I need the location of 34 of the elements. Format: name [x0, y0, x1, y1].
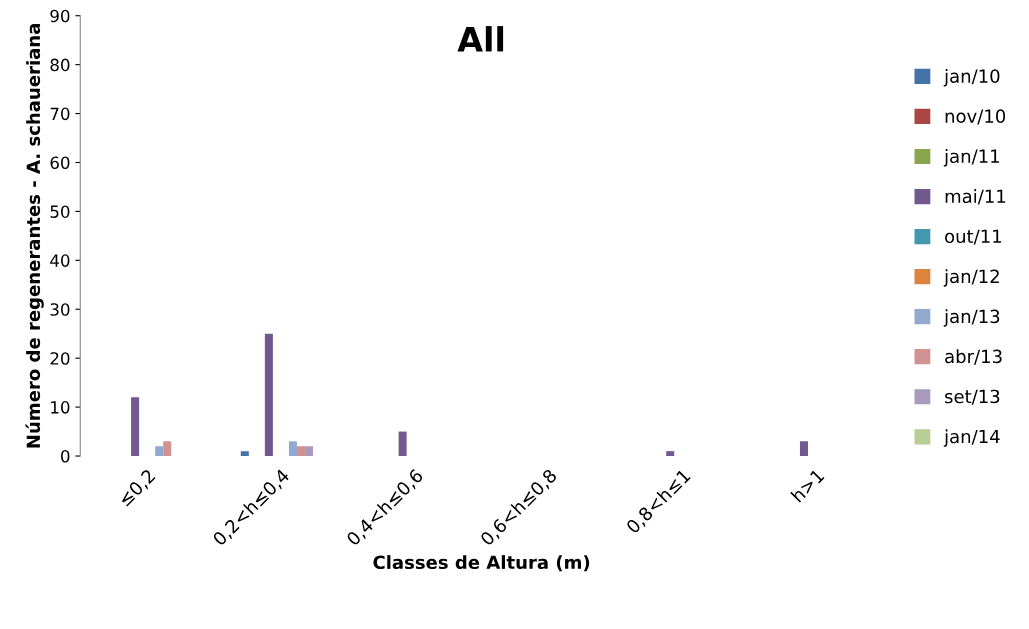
bar [305, 446, 314, 457]
y-tick-label: 70 [50, 107, 70, 121]
y-tick-label: 10 [51, 401, 70, 414]
bar [666, 451, 675, 457]
y-tick-label: 80 [50, 58, 70, 72]
legend-label: set/13 [945, 389, 1000, 405]
bar [288, 441, 297, 457]
y-axis-title: Número de regenerantes - A. schaueriana [25, 24, 44, 448]
bar [163, 441, 172, 457]
y-tick-label: 40 [50, 254, 70, 267]
y-tick-label: 20 [50, 352, 70, 365]
y-tick-label: 60 [50, 156, 70, 170]
legend-label: nov/10 [945, 109, 1006, 125]
legend-label: jan/10 [943, 68, 1000, 87]
bar [131, 397, 140, 457]
legend-label: jan/11 [943, 149, 999, 167]
bar [155, 446, 164, 457]
legend-label: jan/14 [943, 429, 1000, 447]
bar [264, 333, 273, 457]
y-tick-label: 30 [50, 303, 70, 316]
legend-label: jan/12 [943, 269, 999, 287]
chart-title: All [457, 26, 504, 52]
y-tick-label: 50 [50, 205, 70, 218]
legend-label: mai/11 [945, 189, 1006, 205]
legend-label: jan/13 [943, 309, 1000, 327]
bar [296, 446, 305, 457]
legend-label: out/11 [945, 229, 1002, 245]
bar [398, 431, 407, 457]
bar [240, 451, 249, 457]
legend-label: abr/13 [945, 349, 1002, 365]
bar [799, 441, 808, 457]
y-tick-label: 90 [50, 9, 70, 23]
x-axis-title: Classes de Altura (m) [373, 555, 590, 572]
y-tick-label: 0 [61, 449, 70, 463]
